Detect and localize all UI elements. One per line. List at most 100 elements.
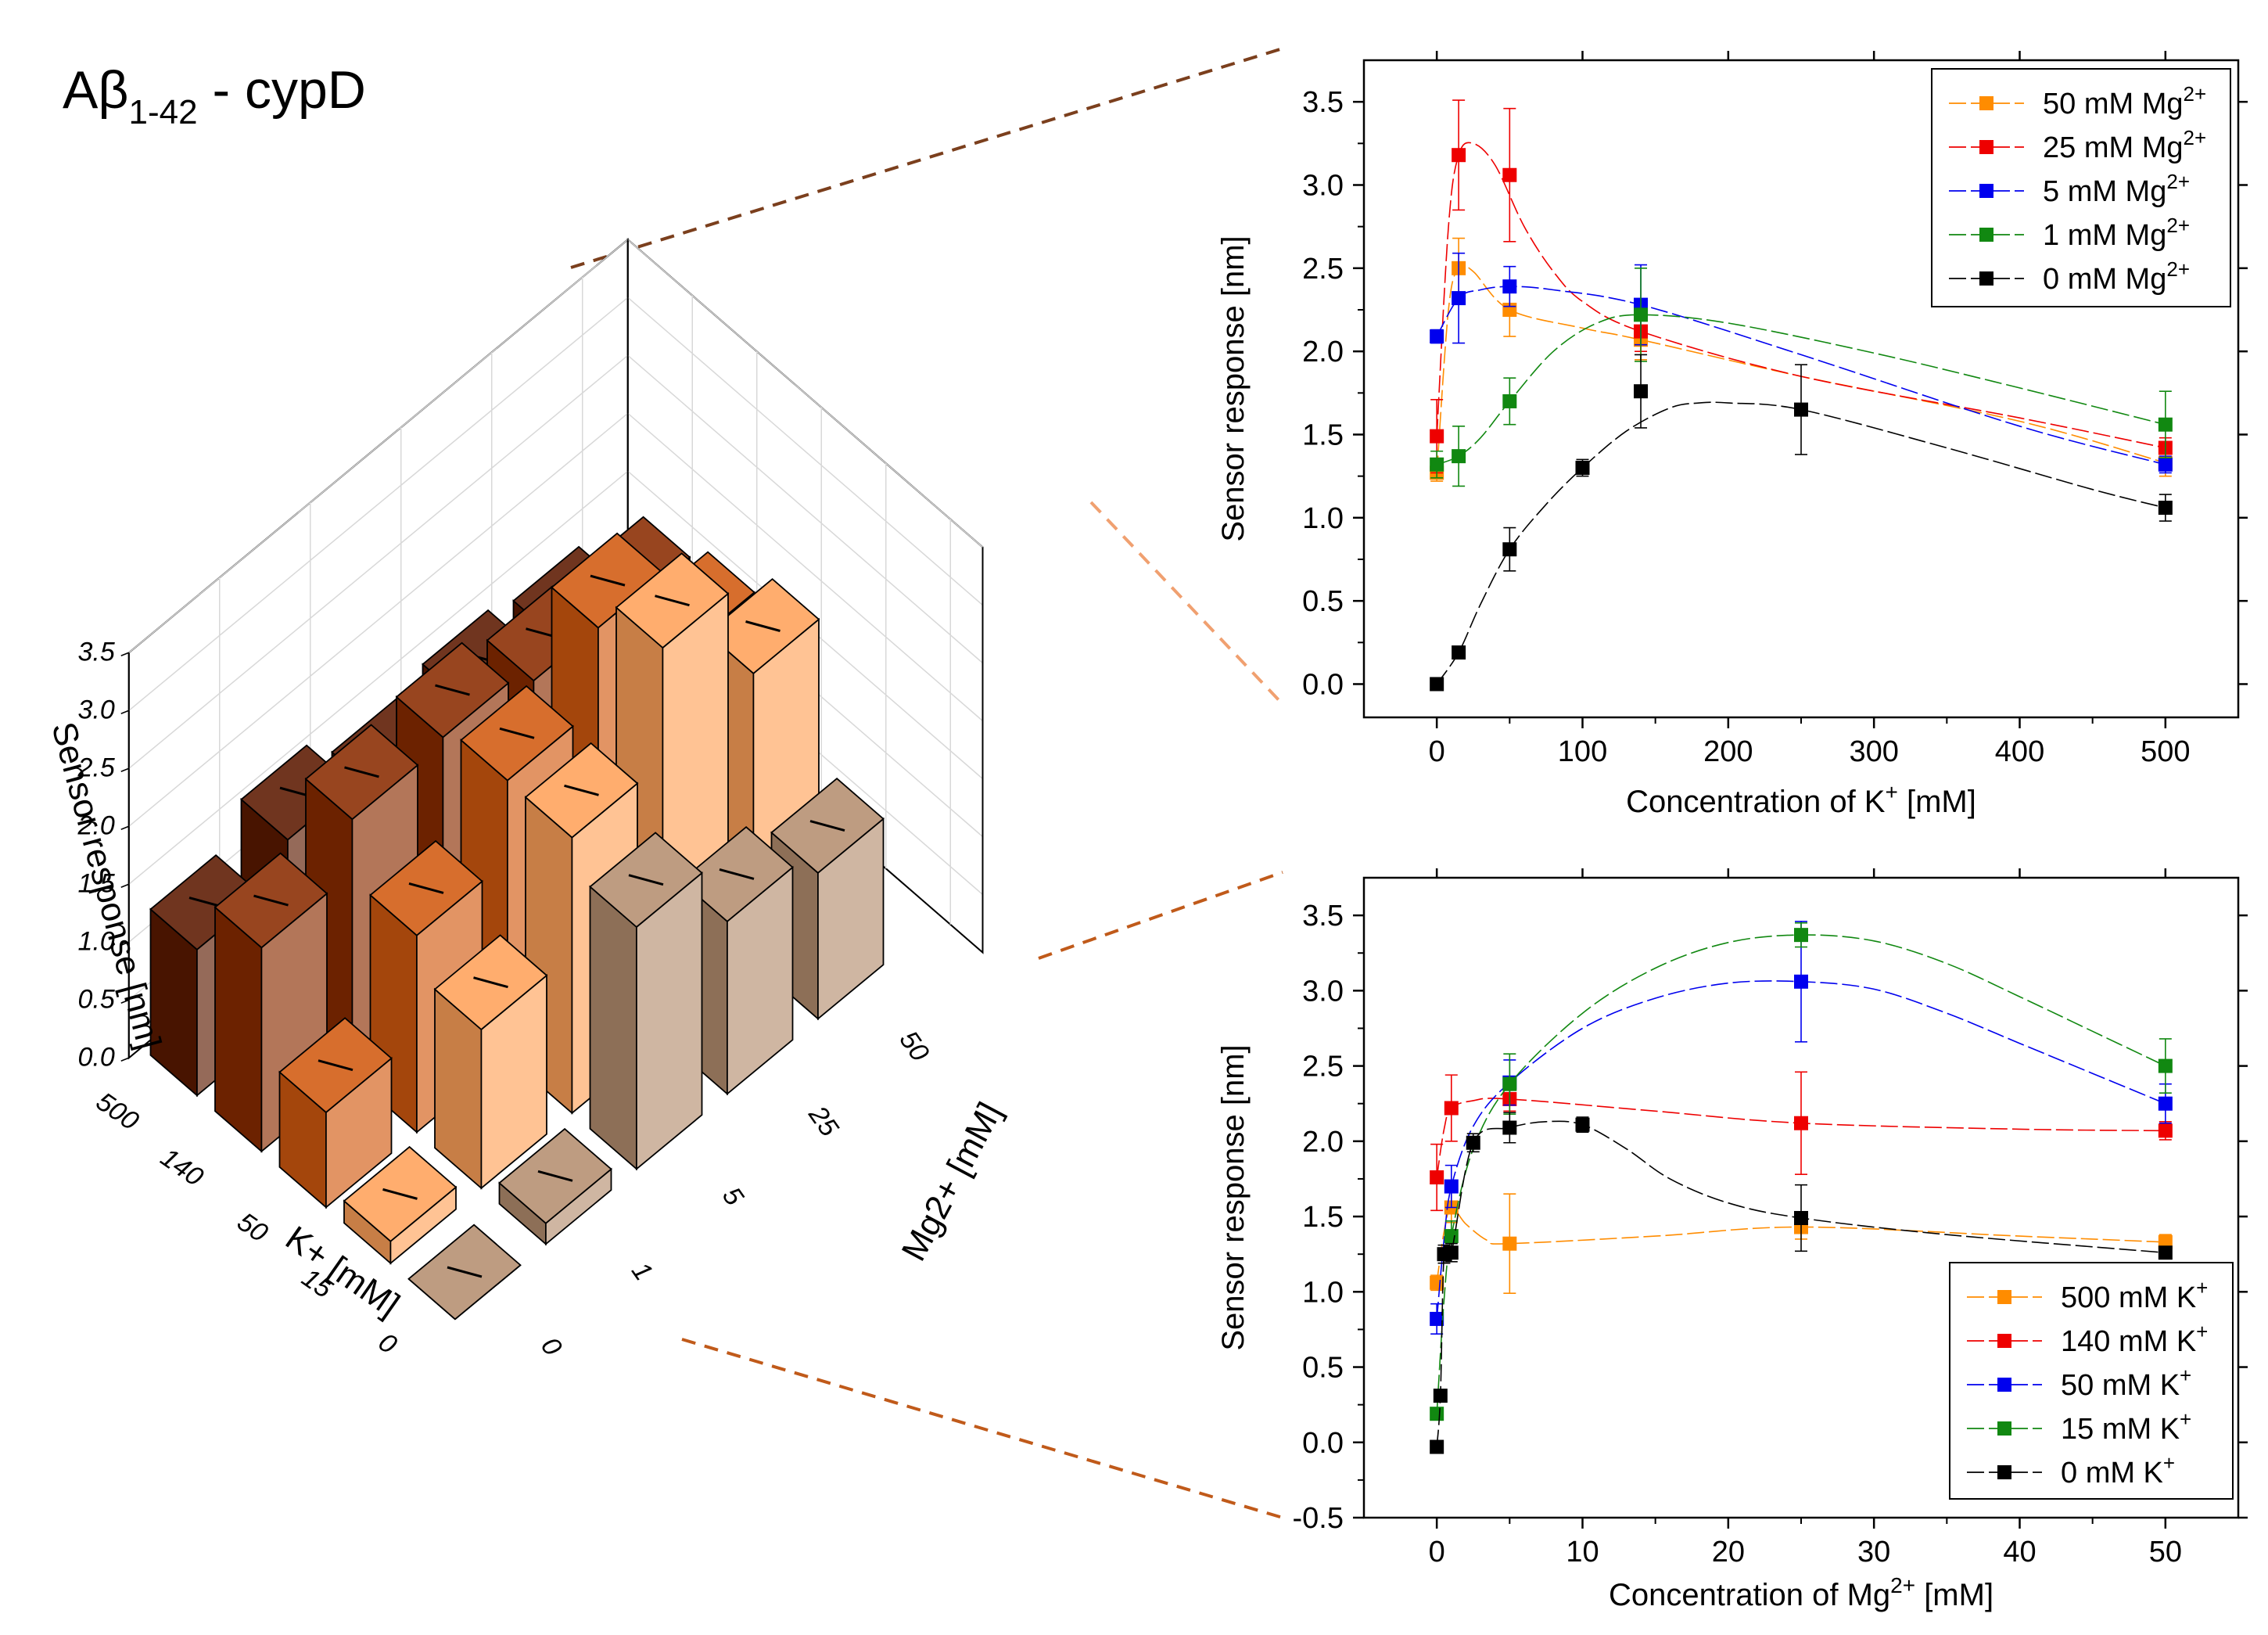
y-tick-label: 1.5 [1302,419,1344,451]
y-tick-label: 0.5 [1302,1352,1344,1385]
data-point [1575,461,1590,476]
x-axis-ticks: 0 100 200 300 400 500 [1429,51,2191,768]
data-point [1444,1229,1459,1244]
data-point [1433,1389,1448,1403]
data-point [1430,1275,1444,1290]
y-tick-label: 1.5 [1302,1201,1344,1234]
line-chart-k: 0 100 200 300 400 500 0.0 0.5 1.0 1.5 2.0 2.5 3.0 3.… [1216,51,2248,819]
legend-label: 1 mM Mg2+ [2043,214,2190,252]
data-point [2158,1245,2173,1260]
connector-line-top-lower [1089,501,1284,706]
data-point [1430,457,1444,472]
bar-error-marker [537,1170,573,1182]
y-tick-label: 2.5 [1302,1051,1344,1083]
chart3d-bars [149,516,885,1321]
legend-label: 15 mM K+ [2061,1407,2191,1446]
chart3d-mg-axis-label: Mg2+ [mM] [895,1096,1010,1267]
legend-label: 5 mM Mg2+ [2043,170,2190,208]
data-point [1502,393,1517,408]
data-point [1502,167,1517,182]
mg-tick-label: 50 [893,1026,935,1067]
data-point [1430,329,1444,344]
series-4 [1430,354,2173,692]
y-axis-ticks: -0.5 0.0 0.5 1.0 1.5 2.0 2.5 3.0 3.5 [1293,900,2248,1535]
y-axis-label: Sensor response [nm] [1216,235,1251,541]
series-line [1436,142,2166,449]
y-tick-label: -0.5 [1293,1502,1344,1535]
y-tick-label: 3.0 [1302,169,1344,202]
bar-error-marker [253,894,289,907]
z-tick-mark [120,941,130,946]
legend-label: 500 mM K+ [2061,1276,2208,1314]
data-point [1634,384,1649,399]
connector-line-top-upper [570,47,1283,269]
legend-marker [1997,1465,2011,1479]
x-tick-label: 400 [1995,735,2044,768]
figure-title: Aβ1-42 - cypD [63,60,366,131]
data-point [1575,1117,1590,1132]
x-tick-label: 500 [2141,735,2190,768]
k-tick-label: 140 [155,1142,208,1192]
legend-marker [1997,1334,2011,1348]
y-tick-label: 1.0 [1302,1276,1344,1309]
connector-lines [570,47,1284,1519]
k-tick-label: 500 [91,1087,144,1137]
data-point [1452,291,1466,306]
y-tick-label: 0.5 [1302,585,1344,618]
y-axis-ticks: 0.0 0.5 1.0 1.5 2.0 2.5 3.0 3.5 [1302,86,2248,701]
legend-box [1949,1262,2234,1500]
bar-error-marker [655,595,690,607]
y-tick-label: 3.5 [1302,900,1344,932]
data-point [1444,1245,1459,1260]
chart3d-z-ticks: 0.0 0.5 1.0 1.5 2.0 2.5 3.0 3.5 [77,637,130,1072]
series-line [1436,1120,2166,1447]
data-point [1502,542,1517,557]
legend: 500 mM K+ 140 mM K+ 50 mM K+ 15 mM K+ 0 mM K… [1949,1262,2234,1500]
data-point [2158,1123,2173,1138]
data-point [1452,148,1466,163]
x-tick-label: 30 [1857,1536,1890,1569]
bar-k0-mg1 [498,1127,612,1246]
bar-error-marker [590,574,626,587]
x-tick-label: 300 [1849,735,1898,768]
legend-marker [1979,96,1993,110]
x-tick-label: 100 [1558,735,1607,768]
x-tick-label: 10 [1566,1536,1599,1569]
data-point [1444,1101,1459,1116]
series-3 [1430,268,2173,487]
x-tick-label: 50 [2149,1536,2182,1569]
z-tick-label: 2.5 [77,753,114,782]
data-point [1502,1236,1517,1251]
bar-error-marker [809,820,845,832]
z-tick-mark [120,710,130,714]
z-tick-mark [120,1057,130,1062]
data-point [1430,1170,1444,1185]
z-tick-label: 2.0 [77,810,114,840]
bar-error-marker [473,976,508,989]
z-tick-label: 1.0 [77,926,114,956]
y-tick-label: 3.0 [1302,975,1344,1008]
data-point [1444,1179,1459,1194]
data-point [1794,1116,1808,1130]
bar-error-marker [745,620,781,632]
mg-tick-label: 25 [802,1100,844,1142]
legend-marker [1979,271,1993,286]
bar-k15-mg1 [433,934,548,1190]
bar-error-marker [318,1059,353,1072]
x-tick-label: 20 [1712,1536,1745,1569]
series-group [1430,99,2173,692]
data-point [1430,1311,1444,1326]
y-tick-label: 2.0 [1302,1126,1344,1159]
z-tick-label: 0.5 [77,984,114,1014]
legend-marker [1979,140,1993,154]
data-point [2158,457,2173,472]
z-tick-mark [120,825,130,830]
bar-error-marker [499,727,535,739]
data-point [1430,1439,1444,1454]
y-tick-label: 0.0 [1302,668,1344,701]
legend-label: 25 mM Mg2+ [2043,126,2206,164]
z-tick-mark [120,767,130,772]
legend-marker [1997,1290,2011,1304]
data-point [1794,928,1808,943]
